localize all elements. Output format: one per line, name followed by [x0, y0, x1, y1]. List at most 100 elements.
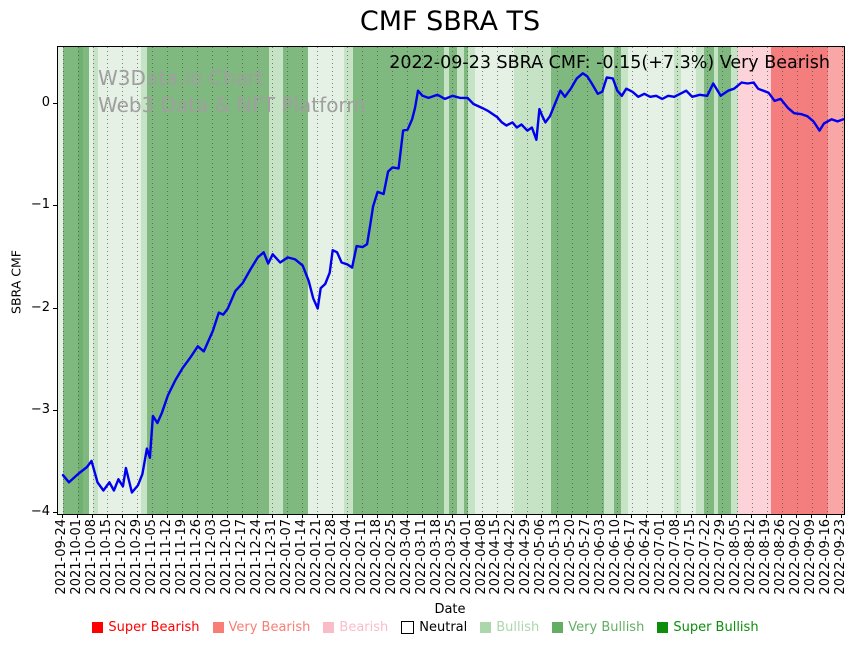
y-tick-mark: [53, 103, 57, 104]
y-tick-mark: [53, 512, 57, 513]
latest-value-annotation: 2022-09-23 SBRA CMF: -0.15(+7.3%) Very B…: [389, 53, 830, 73]
x-tick-mark: [316, 514, 318, 518]
grid-line: [691, 47, 693, 514]
x-tick-label: 2021-10-15: [98, 519, 114, 595]
legend: Super Bearish Very Bearish Bearish Neutral B…: [0, 620, 851, 635]
x-tick-label: 2022-06-03: [593, 519, 609, 595]
x-tick-label: 2022-06-17: [623, 519, 639, 595]
x-tick-label: 2022-03-25: [443, 519, 459, 595]
band-bullish_pale: [98, 47, 142, 514]
x-tick-mark: [121, 514, 123, 518]
x-tick-label: 2022-09-16: [818, 519, 833, 595]
grid-line: [77, 47, 79, 514]
x-tick-mark: [751, 514, 753, 518]
band-bullish: [141, 47, 147, 514]
y-tick-label: −4: [30, 504, 50, 519]
legend-swatch-icon: [401, 621, 415, 634]
grid-line: [841, 47, 843, 514]
x-tick-label: 2022-04-08: [473, 519, 489, 595]
watermark-line2: Web3 Data & NFT Platform: [98, 93, 366, 117]
band-very_bullish: [353, 47, 444, 514]
grid-line: [92, 47, 94, 514]
band-very_bearish_light: [828, 47, 844, 514]
band-bullish_pale: [89, 47, 93, 514]
x-tick-mark: [511, 514, 513, 518]
x-tick-mark: [226, 514, 228, 518]
watermark-line1: W3Data.io Chart: [98, 66, 264, 90]
x-tick-mark: [106, 514, 108, 518]
grid-line: [736, 47, 738, 514]
grid-line: [302, 47, 304, 514]
cmf-line-chart: [61, 72, 844, 494]
x-tick-mark: [781, 514, 783, 518]
x-tick-label: 2022-03-04: [398, 519, 414, 595]
grid-line: [781, 47, 783, 514]
x-tick-mark: [676, 514, 678, 518]
band-very_bullish: [83, 47, 90, 514]
x-tick-label: 2021-11-19: [173, 519, 189, 595]
legend-item-bullish: Bullish: [480, 620, 539, 635]
watermark: W3Data.io Chart Web3 Data & NFT Platform: [98, 65, 366, 119]
x-tick-label: 2022-03-11: [413, 519, 429, 595]
y-tick-mark: [53, 205, 57, 207]
x-tick-mark: [826, 514, 827, 518]
x-tick-mark: [466, 514, 468, 518]
band-very_bullish: [63, 47, 78, 514]
legend-label: Bearish: [339, 620, 389, 635]
page-title: CMF SBRA TS: [359, 6, 541, 37]
x-tick-label: 2022-02-25: [383, 519, 399, 595]
y-axis-title: SBRA CMF: [8, 250, 24, 314]
x-tick-mark: [496, 514, 498, 518]
band-very_bullish: [464, 47, 468, 514]
x-tick-mark: [286, 514, 288, 518]
x-tick-label: 2021-10-29: [128, 519, 144, 595]
band-bullish: [731, 47, 738, 514]
legend-item-neutral: Neutral: [401, 620, 467, 635]
grid-line: [541, 47, 543, 514]
x-tick-label: 2022-06-24: [638, 519, 654, 595]
grid-line: [182, 47, 184, 514]
grid-line: [496, 47, 498, 514]
x-tick-mark: [811, 514, 812, 518]
grid-line: [332, 47, 334, 514]
x-tick-mark: [241, 514, 243, 518]
grid-line: [137, 47, 139, 514]
band-bullish: [621, 47, 628, 514]
x-tick-mark: [331, 514, 333, 518]
x-tick-mark: [766, 514, 768, 518]
grid-line: [467, 47, 468, 514]
x-tick-mark: [586, 514, 588, 518]
x-tick-mark: [631, 514, 633, 518]
x-tick-mark: [436, 514, 438, 518]
x-tick-label: 2022-06-10: [608, 519, 624, 595]
x-tick-label: 2021-12-24: [248, 519, 264, 595]
x-tick-label: 2021-10-01: [69, 519, 84, 595]
grid-line: [197, 47, 199, 514]
y-tick-label: −3: [30, 401, 50, 417]
x-tick-mark: [376, 514, 378, 518]
grid-line: [272, 47, 274, 514]
x-tick-mark: [721, 514, 723, 518]
x-tick-label: 2022-07-29: [713, 519, 729, 595]
legend-label: Super Bearish: [108, 620, 200, 635]
x-tick-mark: [691, 514, 693, 518]
band-very_bearish: [771, 47, 829, 514]
legend-label: Very Bearish: [228, 620, 311, 635]
x-tick-mark: [706, 514, 708, 518]
x-tick-mark: [451, 514, 453, 518]
x-tick-mark: [526, 514, 528, 518]
grid-line: [766, 47, 768, 514]
x-tick-label: 2021-12-03: [203, 519, 219, 595]
x-tick-label: 2022-02-11: [353, 519, 369, 595]
x-tick-mark: [136, 514, 138, 518]
x-axis-title: Date: [434, 602, 466, 617]
y-tick-mark: [53, 307, 57, 309]
grid-line: [257, 47, 259, 514]
x-tick-label: 2021-12-31: [263, 519, 279, 595]
x-tick-label: 2021-09-24: [54, 519, 69, 595]
x-tick-mark: [406, 514, 408, 518]
x-tick-label: 2022-01-28: [323, 519, 339, 595]
band-bullish_pale: [58, 47, 63, 514]
grid-line: [482, 47, 483, 514]
